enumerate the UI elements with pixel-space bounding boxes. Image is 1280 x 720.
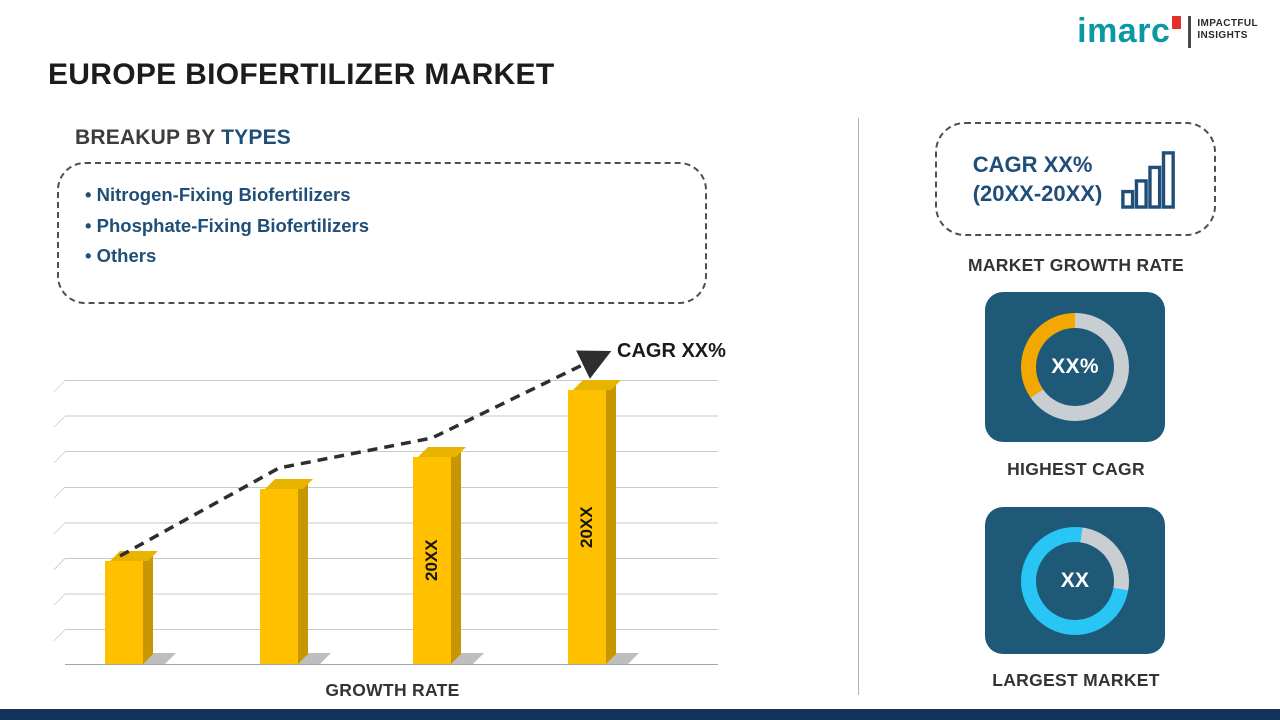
highest-cagr-value: XX% bbox=[1051, 355, 1099, 378]
bar-chart-icon bbox=[1121, 151, 1176, 209]
page-title: EUROPE BIOFERTILIZER MARKET bbox=[48, 58, 555, 91]
imarc-logo-text: imarc bbox=[1077, 12, 1171, 50]
highest-cagr-label: HIGHEST CAGR bbox=[1007, 459, 1145, 479]
largest-market-label: LARGEST MARKET bbox=[992, 670, 1160, 690]
imarc-tagline-line2: INSIGHTS bbox=[1197, 30, 1248, 41]
growth-card-line2: (20XX-20XX) bbox=[972, 181, 1103, 206]
list-item: Phosphate-Fixing Biofertilizers bbox=[85, 211, 695, 242]
market-growth-rate-label: MARKET GROWTH RATE bbox=[967, 255, 1185, 275]
bar-label: 20XX bbox=[577, 506, 596, 548]
footer-bar bbox=[0, 709, 1280, 720]
largest-market-ring-hole bbox=[1036, 541, 1114, 620]
bar-chart-plot-area: 20XX 20XX bbox=[54, 380, 718, 675]
highest-cagr-ring: XX% bbox=[1021, 313, 1129, 421]
x-axis-label: GROWTH RATE bbox=[325, 680, 460, 700]
bar bbox=[105, 551, 158, 664]
market-growth-rate-card: CAGR XX% (20XX-20XX) bbox=[935, 122, 1216, 236]
imarc-logo: imarc IMPACTFUL INSIGHTS bbox=[1077, 14, 1258, 48]
bar: 20XX bbox=[413, 447, 466, 664]
list-item: Nitrogen-Fixing Biofertilizers bbox=[85, 180, 695, 211]
bar-label bbox=[260, 495, 298, 658]
breakup-heading-prefix: BREAKUP BY bbox=[75, 126, 222, 149]
imarc-logo-accent-icon bbox=[1172, 16, 1182, 29]
highest-cagr-tile: XX% bbox=[985, 292, 1165, 442]
vertical-divider bbox=[858, 118, 859, 695]
bar: 20XX bbox=[568, 380, 621, 664]
imarc-tagline: IMPACTFUL INSIGHTS bbox=[1197, 18, 1258, 42]
growth-card-line1: CAGR XX% bbox=[972, 152, 1093, 177]
bar-label bbox=[105, 567, 143, 658]
largest-market-value: XX bbox=[1060, 568, 1090, 592]
breakup-types-box: Nitrogen-Fixing Biofertilizers Phosphate… bbox=[57, 162, 707, 304]
imarc-tagline-line1: IMPACTFUL bbox=[1197, 18, 1258, 29]
cagr-annotation: CAGR XX% bbox=[617, 340, 726, 362]
growth-card-text: CAGR XX% (20XX-20XX) bbox=[973, 150, 1103, 208]
largest-market-tile: XX bbox=[985, 507, 1165, 654]
largest-market-ring: XX bbox=[1021, 526, 1129, 635]
breakup-heading: BREAKUP BY TYPES bbox=[75, 126, 291, 150]
bar-label: 20XX bbox=[422, 539, 441, 582]
logo-divider bbox=[1188, 16, 1192, 48]
chart-3d-wall bbox=[54, 380, 65, 675]
breakup-heading-highlight: TYPES bbox=[221, 126, 291, 149]
bar bbox=[260, 479, 313, 664]
highest-cagr-ring-hole bbox=[1036, 328, 1114, 406]
list-item: Others bbox=[85, 241, 695, 272]
bar-series: 20XX 20XX bbox=[65, 380, 718, 664]
